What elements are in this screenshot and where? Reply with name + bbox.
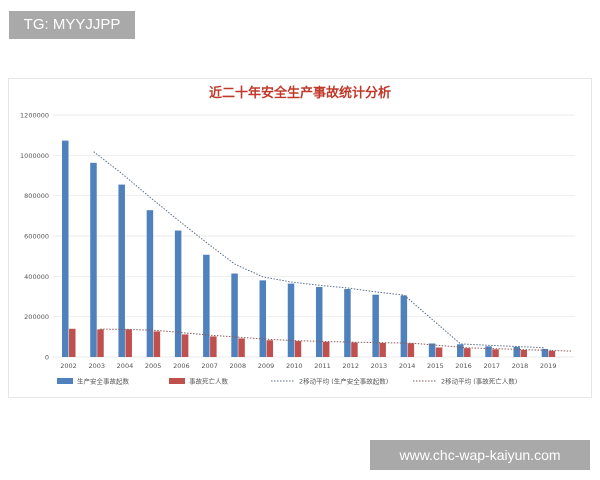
bar-deaths	[548, 350, 556, 357]
bar-deaths	[294, 341, 302, 357]
x-tick-label: 2014	[399, 362, 416, 370]
bar-deaths	[351, 342, 358, 357]
x-tick-label: 2017	[483, 362, 500, 370]
y-tick-label: 400000	[24, 273, 49, 281]
x-tick-label: 2010	[286, 362, 303, 370]
bar-deaths	[69, 328, 76, 357]
bar-accidents	[344, 289, 351, 357]
bar-deaths	[492, 349, 499, 357]
trendline-deaths-extension	[551, 349, 572, 352]
x-tick-label: 2006	[173, 362, 190, 370]
watermark-bottom-right: www.chc-wap-kaiyun.com	[370, 440, 590, 470]
bar-deaths	[435, 347, 443, 357]
y-tick-label: 0	[45, 354, 49, 362]
bar-deaths	[379, 342, 386, 357]
x-tick-label: 2018	[512, 362, 529, 370]
bar-accidents	[541, 348, 549, 357]
bar-accidents	[231, 273, 238, 357]
bar-deaths	[125, 329, 132, 357]
bar-deaths	[520, 349, 527, 357]
y-tick-label: 800000	[24, 192, 49, 200]
x-tick-label: 2008	[230, 362, 247, 370]
trendline-accidents	[93, 151, 546, 349]
legend-deaths-label: 事故死亡人数	[189, 377, 229, 386]
x-tick-label: 2016	[455, 362, 472, 370]
bar-deaths	[464, 348, 471, 357]
trendline-deaths	[100, 328, 552, 351]
bar-deaths	[238, 338, 245, 357]
y-tick-label: 1000000	[20, 152, 49, 160]
x-tick-label: 2009	[258, 362, 275, 370]
legend-trend-deaths-label: 2移动平均 (事故死亡人数)	[441, 377, 517, 386]
legend-trend-accidents-label: 2移动平均 (生产安全事故起数)	[299, 377, 388, 386]
watermark-top-left: TG: MYYJJPP	[9, 11, 135, 39]
bar-accidents	[400, 295, 408, 357]
legend-accidents-label: 生产安全事故起数	[77, 377, 130, 386]
x-tick-label: 2013	[371, 362, 388, 370]
x-tick-label: 2011	[314, 362, 331, 370]
chart-title: 近二十年安全生产事故统计分析	[209, 85, 391, 101]
y-tick-label: 200000	[24, 313, 49, 321]
bar-accidents	[174, 230, 182, 357]
bar-deaths	[407, 343, 415, 357]
bar-accidents	[146, 210, 154, 357]
bar-accidents	[287, 283, 295, 357]
legend-accidents-swatch	[57, 378, 73, 384]
bar-deaths	[322, 341, 330, 357]
x-tick-label: 2015	[427, 362, 444, 370]
bar-accidents	[90, 162, 97, 357]
bar-accidents	[513, 346, 520, 357]
bar-accidents	[315, 287, 323, 357]
x-tick-label: 2002	[60, 362, 77, 370]
bar-deaths	[266, 340, 274, 357]
bar-accidents	[457, 344, 464, 357]
x-tick-label: 2004	[117, 362, 134, 370]
bar-deaths	[210, 336, 217, 357]
bar-accidents	[203, 254, 210, 357]
x-tick-label: 2019	[540, 362, 557, 370]
bar-accidents	[372, 294, 379, 357]
bar-accidents	[428, 343, 436, 357]
x-tick-label: 2007	[201, 362, 218, 370]
chart-svg: 近二十年安全生产事故统计分析 1200000 1000000 800000 600000…	[20, 85, 575, 386]
bar-deaths	[181, 334, 189, 357]
y-tick-label: 1200000	[20, 112, 49, 120]
bar-accidents	[62, 140, 69, 357]
x-tick-label: 2012	[342, 362, 359, 370]
legend-deaths-swatch	[169, 378, 185, 384]
bar-accidents	[259, 280, 267, 357]
chart-card: 近二十年安全生产事故统计分析 1200000 1000000 800000 600000…	[8, 78, 592, 398]
x-tick-label: 2005	[145, 362, 162, 370]
bar-accidents	[485, 346, 492, 357]
bar-accidents	[118, 184, 125, 357]
bar-deaths	[153, 331, 161, 357]
y-tick-label: 600000	[24, 233, 49, 241]
bar-deaths	[97, 329, 104, 357]
x-tick-label: 2003	[88, 362, 105, 370]
